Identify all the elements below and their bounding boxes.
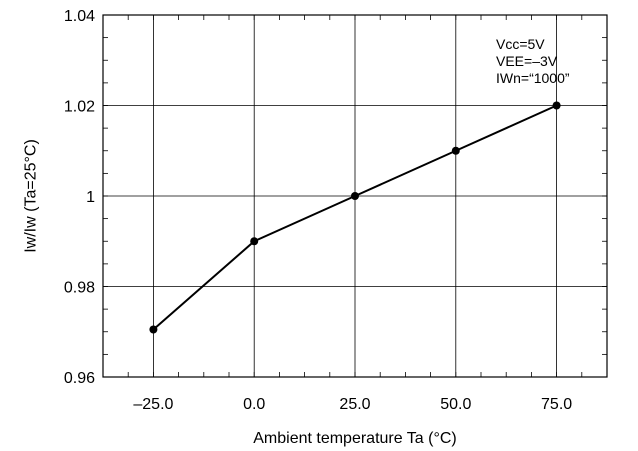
- x-tick-label: –25.0: [133, 396, 173, 413]
- y-axis-label: Iw/Iw (Ta=25°C): [23, 139, 40, 253]
- y-tick-label: 0.96: [64, 370, 95, 387]
- data-point: [552, 101, 561, 110]
- x-tick-label: 25.0: [339, 396, 370, 413]
- x-axis-label: Ambient temperature Ta (°C): [253, 430, 457, 447]
- x-tick-label: 75.0: [541, 396, 572, 413]
- y-tick-label: 0.98: [64, 280, 95, 297]
- y-tick-label: 1.02: [64, 99, 95, 116]
- data-point: [149, 325, 158, 334]
- plot-frame: [102, 14, 608, 378]
- annotation-line: VEE=–3V: [496, 53, 558, 69]
- data-point: [250, 237, 259, 246]
- data-points: [149, 101, 561, 334]
- annotation-line: Vcc=5V: [496, 36, 545, 52]
- y-tick-label: 1.04: [64, 8, 95, 25]
- data-point: [451, 146, 460, 155]
- x-tick-labels: –25.0 0.0 25.0 50.0 75.0: [133, 396, 572, 413]
- x-tick-label: 0.0: [243, 396, 265, 413]
- data-point: [351, 192, 359, 200]
- x-tick-label: 50.0: [440, 396, 471, 413]
- y-tick-label: 1: [86, 189, 95, 206]
- y-tick-labels: 0.96 0.98 1 1.02 1.04: [64, 8, 95, 387]
- annotation-line: IWn=“1000”: [496, 70, 570, 86]
